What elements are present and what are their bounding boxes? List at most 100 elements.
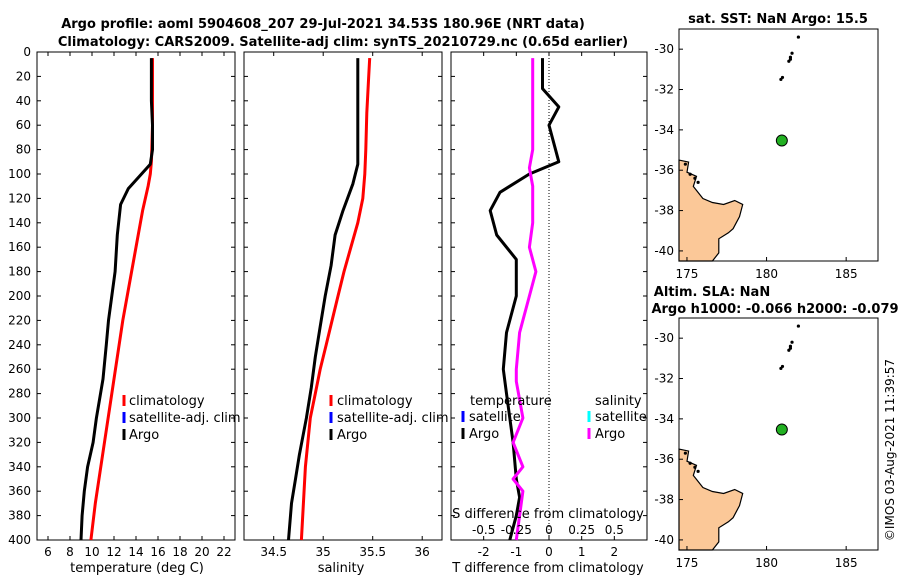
y-tick-label: -40 [654,533,674,547]
x-tick-label: 175 [676,267,699,281]
series-line-climatology [299,58,372,541]
x-tick-label: 36 [415,545,430,559]
salinity-legend: climatology satellite-adj. clim Argo [329,394,449,443]
difference-x-label: T difference from climatology [451,561,644,576]
legend-title-temperature: temperature [470,394,552,409]
legend-label-s-satellite: satellite [595,410,647,425]
s-tick-label: -0.5 [472,523,495,537]
land-mass [678,448,744,551]
x-tick-label: 18 [172,545,187,559]
track-point [779,366,783,371]
x-tick-label: 34.5 [260,545,287,559]
track-point [787,348,791,352]
legend-label-argo: Argo [129,428,159,443]
y-tick-label: -32 [654,83,674,97]
legend-label-s-argo: Argo [595,427,625,442]
temperature-x-label: temperature (deg C) [70,561,204,576]
legend-label-argo: Argo [337,428,367,443]
difference-legend: temperature salinity satellite Argo sate… [461,394,647,442]
island [696,469,700,473]
s-tick-label: 0.5 [605,523,624,537]
y-tick-label: -32 [654,372,674,386]
legend-label-t-satellite: satellite [469,410,521,425]
island [693,465,697,469]
x-tick-label: 16 [150,545,165,559]
float-position-marker [775,134,788,147]
y-tick-label: -34 [654,123,674,137]
y-tick-label: 260 [8,362,31,376]
y-tick-label: 200 [8,289,31,303]
plot-frame [36,51,236,541]
x-tick-label: 175 [676,556,699,570]
y-tick-label: 120 [8,191,31,205]
island [683,162,687,166]
y-tick-label: 240 [8,338,31,352]
y-tick-label: 180 [8,265,31,279]
s-tick-label: 0.25 [568,523,595,537]
x-tick-label: 20 [194,545,209,559]
y-tick-label: 220 [8,313,31,327]
y-tick-label: 400 [8,533,31,547]
x-tick-label: 0 [545,545,553,559]
s-difference-axis: -0.5 -0.25 0 0.25 0.5 [472,523,624,537]
series-line-t-argo-clim [488,58,561,541]
salinity-profile-panel: 34.5 35 35.5 36 [243,51,443,559]
x-tick-label: 1 [578,545,586,559]
island [683,451,687,455]
x-tick-label: 10 [84,545,99,559]
x-tick-label: -2 [478,545,490,559]
y-tick-label: 100 [8,167,31,181]
track-point [779,77,783,82]
land-mass [678,159,744,262]
y-tick-label: -30 [654,331,674,345]
x-tick-label: 22 [216,545,231,559]
y-tick-label: -38 [654,204,674,218]
x-tick-label: 185 [835,556,858,570]
island [688,461,692,465]
series-line-s-argo-clim [511,58,538,541]
figure-title-line1: Argo profile: aoml 5904608_207 29-Jul-20… [61,17,585,32]
y-tick-label: -34 [654,412,674,426]
x-tick-label: 180 [755,267,778,281]
y-tick-label: 0 [23,45,31,59]
difference-top-axis-label: S difference from climatology [452,507,644,522]
y-tick-label: 300 [8,411,31,425]
y-tick-label: 280 [8,387,31,401]
y-tick-label: 60 [16,118,31,132]
island [688,172,692,176]
x-tick-label: 35.5 [359,545,386,559]
track-point [790,340,794,344]
temperature-legend: climatology satellite-adj. clim Argo [122,394,241,443]
y-tick-label: 340 [8,460,31,474]
legend-label-t-argo: Argo [469,427,499,442]
legend-label-climatology: climatology [337,394,413,409]
series-line-argo [79,58,154,541]
legend-label-climatology: climatology [129,394,205,409]
s-tick-label: -0.25 [501,523,532,537]
sla-map-title-line2: Argo h1000: -0.066 h2000: -0.079 [651,302,898,317]
y-tick-label: -38 [654,493,674,507]
y-tick-label: 140 [8,216,31,230]
track-point [796,324,801,328]
y-tick-label: -30 [654,42,674,56]
sla-map-panel: 175 180 185 -30 -32 -34 -36 -38 -40 [654,317,879,570]
y-tick-label: 360 [8,484,31,498]
island [696,180,700,184]
y-tick-label: 80 [16,143,31,157]
x-tick-label: 2 [611,545,619,559]
y-tick-label: 320 [8,435,31,449]
y-tick-label: -40 [654,244,674,258]
sla-map-title-line1: Altim. SLA: NaN [654,285,770,300]
sst-map-title: sat. SST: NaN Argo: 15.5 [688,12,868,27]
y-tick-label: 40 [16,94,31,108]
sst-map-panel: 175 180 185 -30 -32 -34 -36 -38 -40 [654,28,879,281]
x-tick-label: 185 [835,267,858,281]
salinity-x-label: salinity [318,561,365,576]
y-tick-label: -36 [654,452,674,466]
copyright-timestamp: ©IMOS 03-Aug-2021 11:39:57 [883,359,897,541]
x-tick-label: 6 [44,545,52,559]
track-point [790,51,794,55]
x-tick-label: 14 [128,545,143,559]
difference-profile-panel: -2 -1 0 1 2 -0.5 -0.25 0 0.25 0.5 [450,51,648,559]
